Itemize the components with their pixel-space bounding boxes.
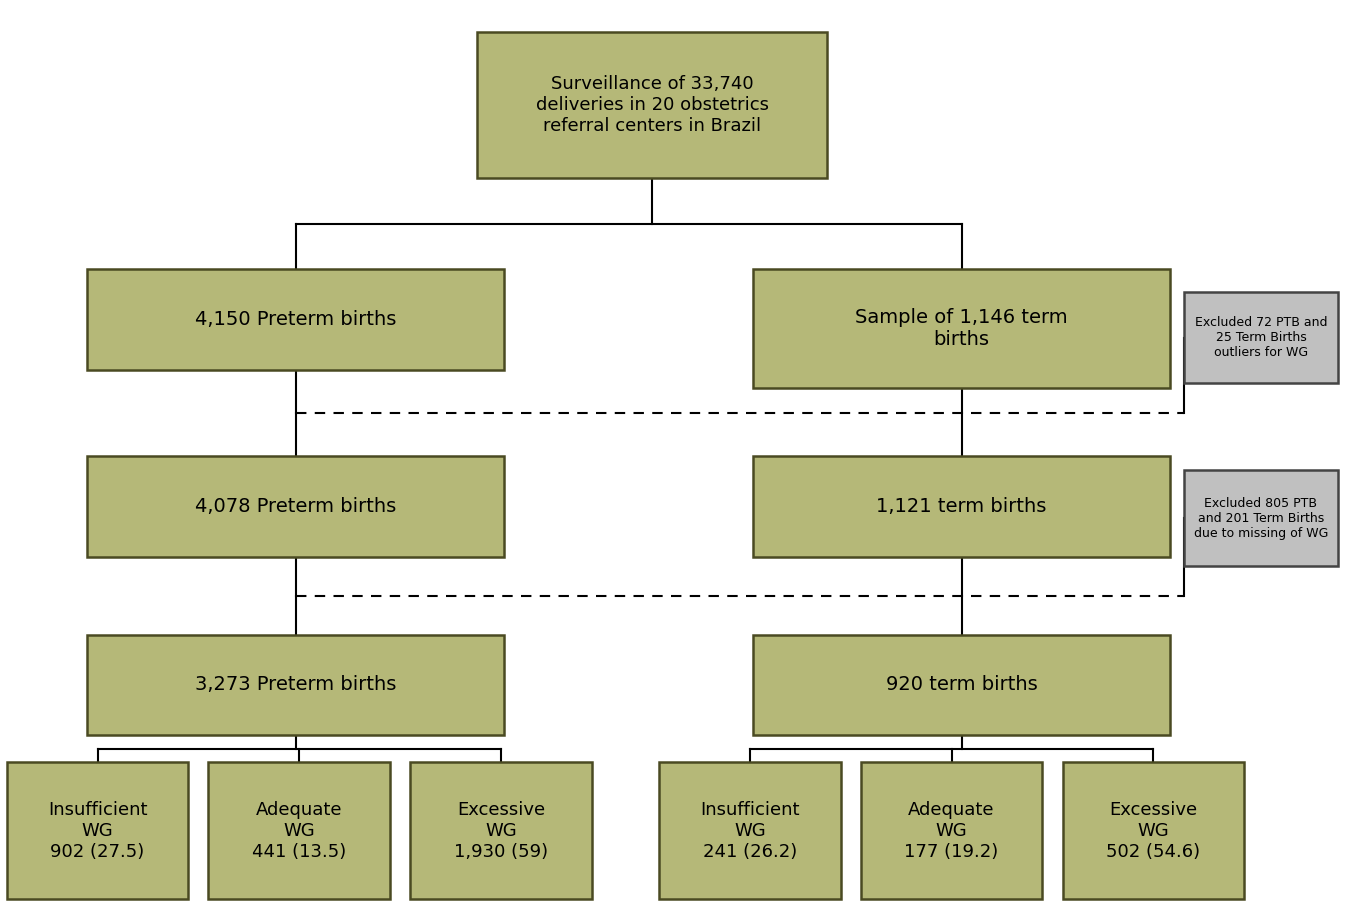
Text: Sample of 1,146 term
births: Sample of 1,146 term births: [855, 309, 1068, 349]
Text: 4,150 Preterm births: 4,150 Preterm births: [195, 310, 397, 329]
Text: Adequate
WG
441 (13.5): Adequate WG 441 (13.5): [252, 801, 347, 861]
FancyBboxPatch shape: [410, 762, 592, 899]
FancyBboxPatch shape: [753, 269, 1170, 388]
FancyBboxPatch shape: [753, 635, 1170, 735]
FancyBboxPatch shape: [753, 456, 1170, 557]
FancyBboxPatch shape: [87, 456, 504, 557]
FancyBboxPatch shape: [87, 635, 504, 735]
Text: Excluded 805 PTB
and 201 Term Births
due to missing of WG: Excluded 805 PTB and 201 Term Births due…: [1194, 497, 1328, 540]
Text: Adequate
WG
177 (19.2): Adequate WG 177 (19.2): [904, 801, 999, 861]
FancyBboxPatch shape: [861, 762, 1042, 899]
FancyBboxPatch shape: [208, 762, 390, 899]
Text: 920 term births: 920 term births: [886, 676, 1037, 694]
FancyBboxPatch shape: [659, 762, 841, 899]
Text: Insufficient
WG
241 (26.2): Insufficient WG 241 (26.2): [701, 801, 799, 861]
FancyBboxPatch shape: [1184, 292, 1338, 383]
Text: Excessive
WG
1,930 (59): Excessive WG 1,930 (59): [455, 801, 547, 861]
Text: 1,121 term births: 1,121 term births: [877, 498, 1046, 516]
FancyBboxPatch shape: [477, 32, 827, 178]
Text: 3,273 Preterm births: 3,273 Preterm births: [195, 676, 397, 694]
Text: Surveillance of 33,740
deliveries in 20 obstetrics
referral centers in Brazil: Surveillance of 33,740 deliveries in 20 …: [535, 75, 769, 135]
Text: Excluded 72 PTB and
25 Term Births
outliers for WG: Excluded 72 PTB and 25 Term Births outli…: [1194, 316, 1328, 360]
Text: Insufficient
WG
902 (27.5): Insufficient WG 902 (27.5): [48, 801, 147, 861]
FancyBboxPatch shape: [1184, 470, 1338, 566]
FancyBboxPatch shape: [7, 762, 188, 899]
FancyBboxPatch shape: [1063, 762, 1244, 899]
FancyBboxPatch shape: [87, 269, 504, 370]
Text: 4,078 Preterm births: 4,078 Preterm births: [195, 498, 397, 516]
Text: Excessive
WG
502 (54.6): Excessive WG 502 (54.6): [1107, 801, 1200, 861]
